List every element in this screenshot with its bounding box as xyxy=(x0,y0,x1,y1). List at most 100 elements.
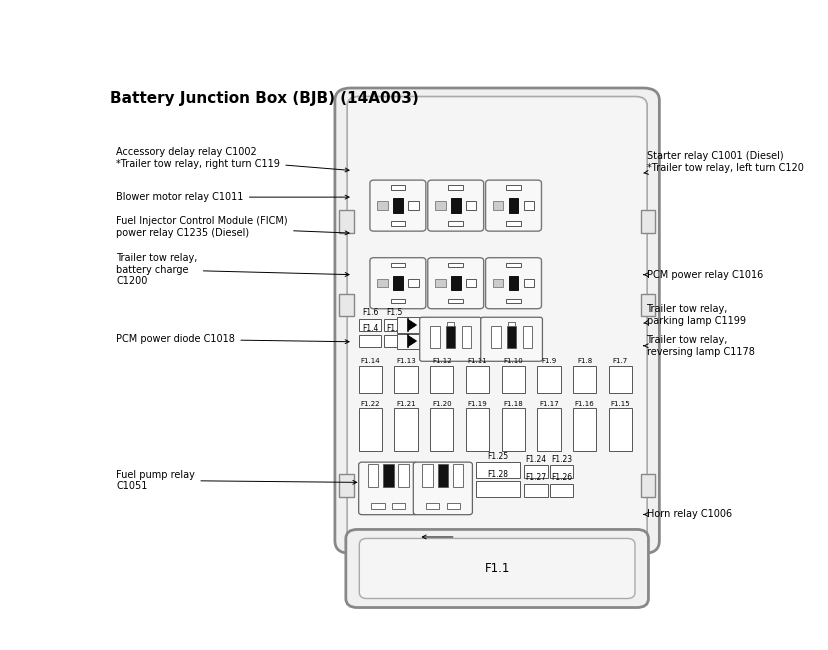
Bar xyxy=(461,326,470,348)
Text: F1.22: F1.22 xyxy=(360,401,379,407)
Bar xyxy=(407,202,418,210)
Bar xyxy=(507,322,515,326)
Bar xyxy=(524,465,547,478)
Bar xyxy=(394,366,417,393)
Bar xyxy=(383,335,405,347)
Bar xyxy=(359,408,382,451)
Bar xyxy=(465,202,476,210)
Bar xyxy=(377,279,388,287)
Text: Fuel Injector Control Module (FICM)
power relay C1235 (Diesel): Fuel Injector Control Module (FICM) powe… xyxy=(116,216,349,238)
Bar xyxy=(435,279,445,287)
Text: Blower motor relay C1011: Blower motor relay C1011 xyxy=(116,192,349,202)
Bar xyxy=(608,408,631,451)
Bar xyxy=(392,198,402,213)
Bar xyxy=(448,263,462,267)
Bar xyxy=(450,276,460,291)
FancyBboxPatch shape xyxy=(335,88,658,554)
Text: F1.8: F1.8 xyxy=(576,358,591,364)
Text: Battery Junction Box (BJB) (14A003): Battery Junction Box (BJB) (14A003) xyxy=(110,90,418,105)
FancyBboxPatch shape xyxy=(480,317,542,361)
Text: Fuel pump relay
C1051: Fuel pump relay C1051 xyxy=(116,469,356,491)
Bar xyxy=(550,465,573,478)
Bar xyxy=(339,210,353,233)
Bar xyxy=(430,408,453,451)
Bar xyxy=(572,408,595,451)
Bar xyxy=(450,198,460,213)
FancyBboxPatch shape xyxy=(345,530,647,608)
FancyBboxPatch shape xyxy=(369,257,426,309)
Bar xyxy=(359,318,381,332)
Bar xyxy=(448,185,462,190)
Bar xyxy=(523,279,533,287)
FancyBboxPatch shape xyxy=(359,538,634,599)
Bar xyxy=(640,294,654,317)
FancyBboxPatch shape xyxy=(413,462,472,515)
FancyBboxPatch shape xyxy=(359,462,417,515)
Bar xyxy=(396,333,428,348)
Bar xyxy=(396,317,428,333)
Text: Accessory delay relay C1002
*Trailer tow relay, right turn C119: Accessory delay relay C1002 *Trailer tow… xyxy=(116,148,349,172)
Text: F1.20: F1.20 xyxy=(431,401,451,407)
Text: F1.5: F1.5 xyxy=(386,308,402,317)
Bar xyxy=(437,463,448,488)
Bar xyxy=(448,222,462,226)
Bar xyxy=(537,408,560,451)
Text: F1.6: F1.6 xyxy=(362,308,378,317)
Bar xyxy=(608,366,631,393)
Bar xyxy=(390,185,405,190)
Text: F1.4: F1.4 xyxy=(362,324,378,333)
FancyBboxPatch shape xyxy=(485,257,541,309)
Bar xyxy=(445,326,455,348)
Bar xyxy=(465,279,476,287)
Bar xyxy=(377,202,388,210)
Bar xyxy=(506,185,520,190)
Bar xyxy=(383,463,393,488)
FancyBboxPatch shape xyxy=(485,180,541,231)
Bar xyxy=(506,299,520,304)
Bar xyxy=(339,294,353,317)
Polygon shape xyxy=(408,320,416,330)
Text: F1.10: F1.10 xyxy=(503,358,522,364)
Polygon shape xyxy=(408,336,416,346)
Bar xyxy=(394,408,417,451)
Text: F1.16: F1.16 xyxy=(574,401,594,407)
Text: F1.24: F1.24 xyxy=(525,455,546,464)
Bar xyxy=(506,326,516,348)
Bar xyxy=(392,276,402,291)
Bar xyxy=(506,263,520,267)
Bar xyxy=(572,366,595,393)
Bar xyxy=(475,462,519,478)
Bar xyxy=(359,366,382,393)
Bar xyxy=(448,299,462,304)
Text: F1.12: F1.12 xyxy=(431,358,451,364)
Text: F1.26: F1.26 xyxy=(551,473,571,482)
Bar xyxy=(508,198,518,213)
Bar xyxy=(508,276,518,291)
Text: F1.7: F1.7 xyxy=(612,358,628,364)
Bar xyxy=(522,326,532,348)
Text: Trailer tow relay,
reversing lamp C1178: Trailer tow relay, reversing lamp C1178 xyxy=(643,335,753,357)
Text: F1.17: F1.17 xyxy=(538,401,558,407)
Bar xyxy=(523,202,533,210)
Bar xyxy=(430,326,439,348)
Bar xyxy=(383,318,405,332)
Bar xyxy=(537,366,560,393)
Text: F1.21: F1.21 xyxy=(396,401,416,407)
Text: F1.18: F1.18 xyxy=(503,401,522,407)
Bar xyxy=(501,408,524,451)
Bar xyxy=(640,210,654,233)
Bar xyxy=(430,366,453,393)
Bar xyxy=(452,463,463,488)
FancyBboxPatch shape xyxy=(369,180,426,231)
FancyBboxPatch shape xyxy=(427,257,483,309)
FancyBboxPatch shape xyxy=(419,317,481,361)
Text: F1.9: F1.9 xyxy=(541,358,556,364)
Bar xyxy=(640,474,654,497)
Bar xyxy=(390,299,405,304)
Bar xyxy=(465,366,489,393)
Text: F1.25: F1.25 xyxy=(487,452,508,461)
Bar xyxy=(397,463,408,488)
Bar xyxy=(421,463,432,488)
Text: PCM power diode C1018: PCM power diode C1018 xyxy=(116,334,349,345)
Bar xyxy=(506,222,520,226)
